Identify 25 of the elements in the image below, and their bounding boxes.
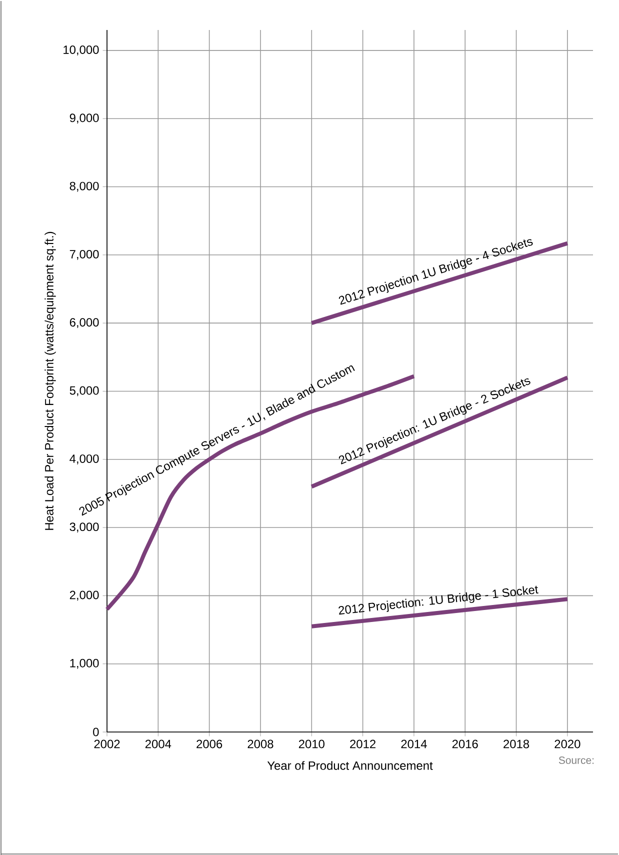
y-axis-title: Heat Load Per Product Footprint (watts/equipment sq.ft.) bbox=[44, 232, 56, 530]
x-tick-label: 2012 bbox=[350, 740, 376, 748]
y-tick-label: 0 bbox=[93, 728, 99, 736]
x-tick-label: 2014 bbox=[401, 740, 427, 748]
y-tick-label: 6,000 bbox=[70, 318, 99, 328]
y-tick-label: 7,000 bbox=[70, 250, 99, 260]
y-tick-label: 4,000 bbox=[70, 454, 99, 464]
x-tick-label: 2002 bbox=[94, 740, 120, 748]
x-tick-label: 2018 bbox=[504, 740, 530, 748]
x-tick-label: 2010 bbox=[298, 740, 324, 748]
text: 2012 Projection: 1U Bridge - 1 Socket bbox=[338, 586, 538, 615]
y-tick-label: 1,000 bbox=[70, 658, 99, 669]
x-axis-title: Year of Product Announcement bbox=[267, 761, 433, 770]
y-tick-label: 8,000 bbox=[70, 182, 99, 192]
y-tick-label: 10,000 bbox=[64, 46, 99, 56]
x-tick-label: 2008 bbox=[248, 740, 274, 748]
x-tick-label: 2016 bbox=[452, 740, 478, 748]
y-tick-label: 9,000 bbox=[70, 114, 99, 124]
y-tick-label: 2,000 bbox=[70, 590, 99, 601]
x-tick-label: 2020 bbox=[554, 740, 580, 748]
y-tick-label: 5,000 bbox=[70, 386, 99, 396]
x-tick-label: 2006 bbox=[196, 740, 222, 748]
x-tick-label: 2004 bbox=[145, 740, 172, 748]
source-note: Source: bbox=[558, 756, 594, 764]
y-tick-label: 3,000 bbox=[70, 522, 99, 532]
